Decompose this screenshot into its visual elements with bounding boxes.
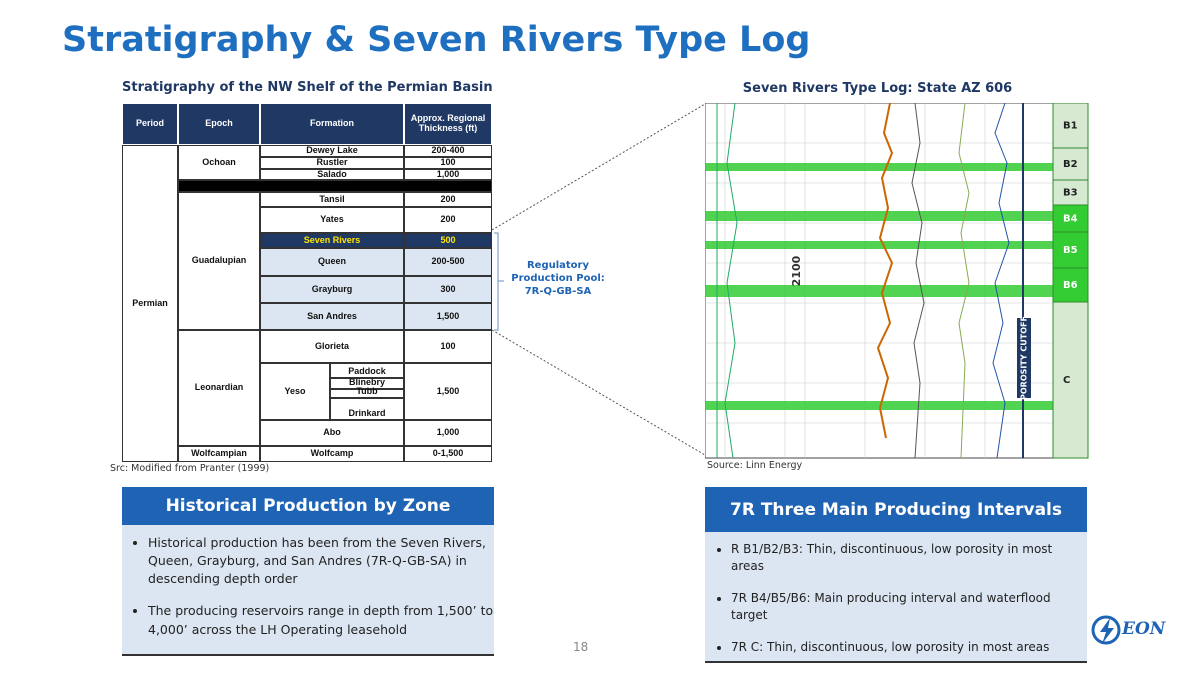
cutoff-box: [1017, 318, 1031, 398]
formation-cell: Rustler: [260, 157, 404, 169]
bullet: 7R B4/B5/B6: Main producing interval and…: [731, 590, 1087, 625]
thickness-cell: 500: [404, 233, 492, 248]
thickness-cell: 200-400: [404, 145, 492, 157]
table-source: Src: Modified from Pranter (1999): [110, 463, 270, 474]
epoch-cell: Ochoan: [178, 145, 260, 180]
gap-bar: [178, 180, 492, 192]
log-curve: [911, 103, 925, 459]
member-cell: Paddock: [330, 363, 404, 378]
bullet: Historical production has been from the …: [148, 534, 494, 588]
depth-label: 2100: [790, 255, 803, 286]
formation-cell: Dewey Lake: [260, 145, 404, 157]
cutoff-label: POROSITY CUTOFF: [1020, 316, 1029, 400]
formation-cell: Salado: [260, 169, 404, 180]
log-curve: [716, 103, 738, 459]
zone-box: [1052, 267, 1089, 303]
formation-cell: Yeso: [260, 363, 330, 420]
zone-label: B6: [1063, 280, 1078, 291]
zone-label: B2: [1063, 159, 1078, 170]
box-body: Historical production has been from the …: [122, 525, 494, 656]
formation-cell: Tansil: [260, 192, 404, 207]
thickness-cell: 200: [404, 207, 492, 233]
header-cell: Formation: [260, 103, 404, 145]
formation-cell: Glorieta: [260, 330, 404, 363]
table-title: Stratigraphy of the NW Shelf of the Perm…: [122, 80, 493, 95]
member-cell: Drinkard: [330, 398, 404, 420]
header-cell: Period: [122, 103, 178, 145]
type-log: POROSITY CUTOFF 2100 B1 B2 B3 B4 B5 B6 C: [705, 103, 1089, 459]
zone-box: [1052, 103, 1089, 149]
bullet: 7R C: Thin, discontinuous, low porosity …: [731, 639, 1087, 656]
header-cell: Approx. Regional Thickness (ft): [404, 103, 492, 145]
thickness-cell: 100: [404, 330, 492, 363]
logo-text: EON: [1122, 619, 1166, 639]
zone-label: B3: [1063, 188, 1078, 199]
member-cell: Tubb: [330, 386, 404, 398]
log-title: Seven Rivers Type Log: State AZ 606: [742, 81, 1013, 96]
log-curve: [958, 103, 970, 459]
formation-cell: San Andres: [260, 303, 404, 330]
formation-cell: Wolfcamp: [260, 446, 404, 462]
slide-title: Stratigraphy & Seven Rivers Type Log: [62, 20, 811, 60]
log-source: Source: Linn Energy: [707, 460, 803, 471]
period-cell: Permian: [122, 145, 178, 462]
zone-box: [1052, 301, 1089, 459]
formation-cell: Queen: [260, 248, 404, 276]
log-curve: [876, 103, 894, 439]
thickness-cell: 1,500: [404, 303, 492, 330]
thickness-cell: 200: [404, 192, 492, 207]
zone-label: B1: [1063, 121, 1078, 132]
box-body: R B1/B2/B3: Thin, discontinuous, low por…: [705, 532, 1087, 663]
thickness-cell: 1,500: [404, 363, 492, 420]
thickness-cell: 200-500: [404, 248, 492, 276]
dashed-line: [491, 103, 706, 231]
dashed-line: [491, 329, 706, 456]
log-curve: [992, 103, 1010, 459]
formation-cell: Yates: [260, 207, 404, 233]
formation-cell: Grayburg: [260, 276, 404, 303]
epoch-cell: Guadalupian: [178, 192, 260, 330]
pool-label: Regulatory Production Pool: 7R-Q-GB-SA: [511, 260, 605, 297]
box-title: Historical Production by Zone: [122, 487, 494, 525]
zone-box: [1052, 179, 1089, 206]
epoch-cell: Leonardian: [178, 330, 260, 446]
thickness-cell: 1,000: [404, 169, 492, 180]
zone-label: C: [1063, 375, 1070, 386]
bracket: [494, 232, 504, 331]
box-title: 7R Three Main Producing Intervals: [705, 487, 1087, 532]
thickness-cell: 0-1,500: [404, 446, 492, 462]
zone-label: B4: [1063, 214, 1078, 225]
formation-cell: Seven Rivers: [260, 233, 404, 248]
zone-box: [1052, 231, 1089, 269]
page-number: 18: [573, 640, 589, 654]
member-cell: Blinebry: [330, 377, 404, 389]
logo-icon: [1091, 615, 1121, 645]
log-grid: [705, 103, 1053, 458]
thickness-cell: 300: [404, 276, 492, 303]
thickness-cell: 100: [404, 157, 492, 169]
header-cell: Epoch: [178, 103, 260, 145]
bullet: R B1/B2/B3: Thin, discontinuous, low por…: [731, 541, 1087, 576]
epoch-cell: Wolfcampian: [178, 446, 260, 462]
bullet: The producing reservoirs range in depth …: [148, 602, 494, 638]
thickness-cell: 1,000: [404, 420, 492, 446]
zone-label: B5: [1063, 245, 1078, 256]
zone-box: [1052, 204, 1089, 233]
zone-box: [1052, 147, 1089, 181]
formation-cell: Abo: [260, 420, 404, 446]
